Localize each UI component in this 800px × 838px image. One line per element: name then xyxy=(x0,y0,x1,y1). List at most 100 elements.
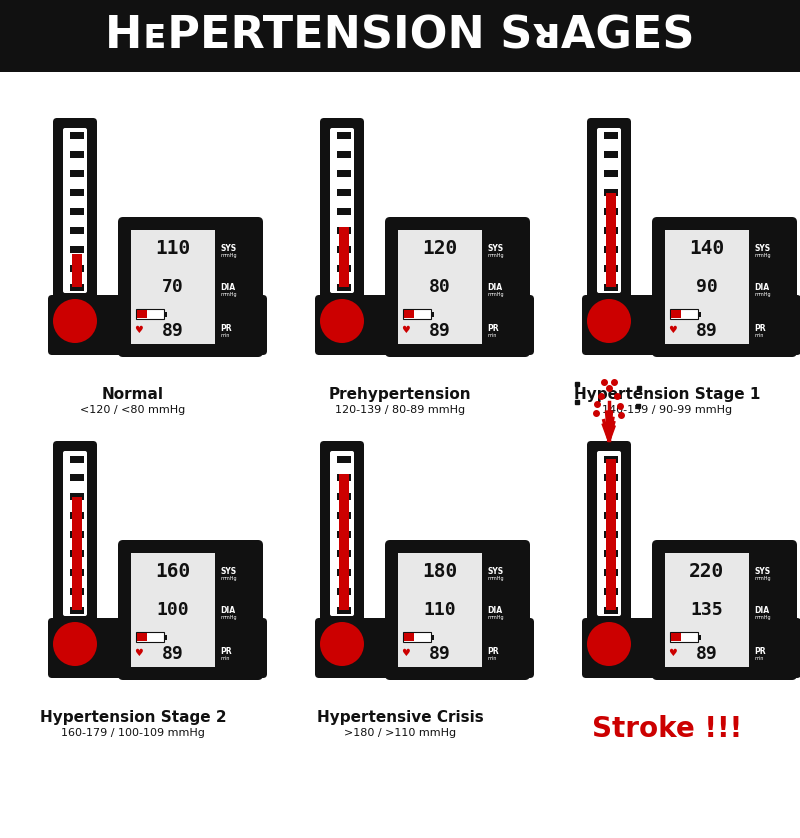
Circle shape xyxy=(48,294,102,348)
Text: PR: PR xyxy=(754,324,766,333)
Text: 220: 220 xyxy=(690,561,725,581)
Bar xyxy=(137,310,147,318)
Bar xyxy=(604,132,618,139)
Circle shape xyxy=(48,617,102,671)
Text: HᴇPERTENSION SᴚAGES: HᴇPERTENSION SᴚAGES xyxy=(106,14,694,58)
Bar xyxy=(337,246,351,253)
Bar xyxy=(337,456,351,463)
Bar xyxy=(70,246,84,253)
Bar xyxy=(604,512,618,519)
Text: min: min xyxy=(488,656,497,661)
Bar xyxy=(404,310,414,318)
Bar xyxy=(137,633,147,641)
Text: SYS: SYS xyxy=(754,566,771,576)
Bar xyxy=(136,632,164,642)
Bar xyxy=(604,569,618,576)
Bar xyxy=(604,494,618,500)
Bar xyxy=(403,632,431,642)
Bar xyxy=(0,0,800,72)
Text: 110: 110 xyxy=(155,239,190,257)
Bar xyxy=(70,283,84,291)
Circle shape xyxy=(320,299,364,343)
Text: 89: 89 xyxy=(162,322,184,340)
Bar xyxy=(604,587,618,595)
Text: SYS: SYS xyxy=(221,244,237,252)
FancyBboxPatch shape xyxy=(48,618,267,678)
Text: 90: 90 xyxy=(696,278,718,296)
Text: min: min xyxy=(754,333,764,338)
Text: mmHg: mmHg xyxy=(488,252,504,257)
FancyBboxPatch shape xyxy=(315,295,534,355)
Bar xyxy=(604,152,618,158)
Bar xyxy=(337,512,351,519)
Text: SYS: SYS xyxy=(488,566,504,576)
Bar xyxy=(164,634,167,639)
Bar xyxy=(337,170,351,178)
Text: 120-139 / 80-89 mmHg: 120-139 / 80-89 mmHg xyxy=(335,405,465,415)
Bar xyxy=(606,459,616,610)
FancyBboxPatch shape xyxy=(53,118,97,301)
FancyBboxPatch shape xyxy=(63,128,87,293)
Text: 160: 160 xyxy=(155,561,190,581)
Bar xyxy=(604,531,618,538)
Bar xyxy=(337,607,351,613)
Bar xyxy=(671,310,681,318)
Circle shape xyxy=(53,622,97,666)
Text: 135: 135 xyxy=(690,601,723,619)
Text: DIA: DIA xyxy=(221,606,236,614)
Circle shape xyxy=(315,617,369,671)
Bar xyxy=(70,265,84,272)
Text: ♥: ♥ xyxy=(401,325,410,335)
Circle shape xyxy=(582,617,636,671)
Text: DIA: DIA xyxy=(488,606,503,614)
Bar xyxy=(70,474,84,481)
Text: 100: 100 xyxy=(157,601,189,619)
Bar xyxy=(604,474,618,481)
Bar xyxy=(337,208,351,215)
Circle shape xyxy=(582,294,636,348)
FancyBboxPatch shape xyxy=(320,118,364,301)
Text: Hypertension Stage 2: Hypertension Stage 2 xyxy=(40,710,226,725)
FancyBboxPatch shape xyxy=(652,540,797,680)
Text: mmHg: mmHg xyxy=(754,252,771,257)
Bar xyxy=(670,309,698,319)
Bar xyxy=(70,531,84,538)
Text: SYS: SYS xyxy=(754,244,771,252)
Text: mmHg: mmHg xyxy=(488,614,504,619)
Bar xyxy=(70,170,84,178)
FancyBboxPatch shape xyxy=(587,118,631,301)
FancyBboxPatch shape xyxy=(118,217,263,357)
Text: mmHg: mmHg xyxy=(754,614,771,619)
Text: 89: 89 xyxy=(696,322,718,340)
Bar xyxy=(70,189,84,196)
Bar xyxy=(72,497,82,610)
Text: min: min xyxy=(488,333,497,338)
Bar xyxy=(337,587,351,595)
Text: >180 / >110 mmHg: >180 / >110 mmHg xyxy=(344,728,456,738)
Bar xyxy=(337,132,351,139)
Bar xyxy=(339,474,349,610)
Bar xyxy=(70,569,84,576)
FancyBboxPatch shape xyxy=(118,540,263,680)
Text: PR: PR xyxy=(488,647,499,656)
Bar xyxy=(604,227,618,234)
Bar xyxy=(698,634,701,639)
Text: PR: PR xyxy=(221,647,232,656)
Text: ♥: ♥ xyxy=(134,325,142,335)
Text: min: min xyxy=(221,333,230,338)
Text: ♥: ♥ xyxy=(401,648,410,658)
FancyBboxPatch shape xyxy=(587,441,631,624)
Bar xyxy=(136,309,164,319)
Bar xyxy=(604,189,618,196)
FancyBboxPatch shape xyxy=(53,441,97,624)
Text: DIA: DIA xyxy=(221,282,236,292)
Text: 89: 89 xyxy=(696,645,718,663)
Text: SYS: SYS xyxy=(221,566,237,576)
Text: 89: 89 xyxy=(429,645,450,663)
Bar xyxy=(70,587,84,595)
Text: PR: PR xyxy=(754,647,766,656)
Text: <120 / <80 mmHg: <120 / <80 mmHg xyxy=(80,405,186,415)
Bar xyxy=(70,607,84,613)
Bar xyxy=(70,152,84,158)
Bar xyxy=(670,632,698,642)
